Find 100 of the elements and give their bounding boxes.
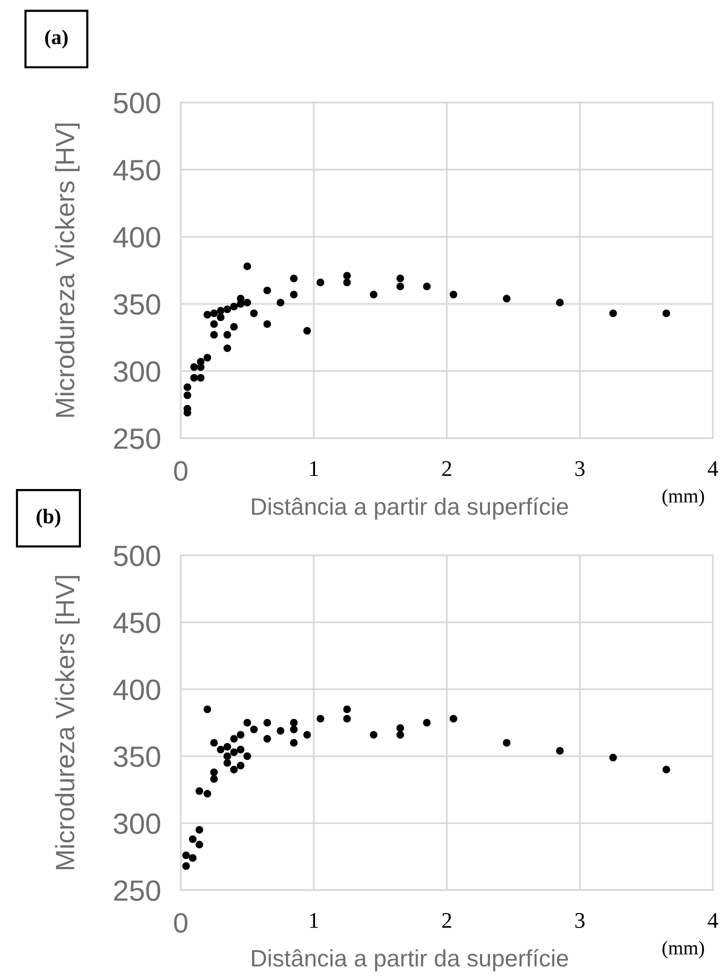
point <box>230 766 238 774</box>
point <box>210 775 218 783</box>
point <box>190 363 198 371</box>
point <box>196 826 204 834</box>
point <box>210 768 218 776</box>
point <box>204 790 212 798</box>
point <box>216 314 224 322</box>
point <box>204 706 212 714</box>
point <box>230 302 238 310</box>
y-tick-label: 300 <box>114 813 160 834</box>
point <box>224 743 232 751</box>
point <box>196 787 204 795</box>
x-tick-label: 0 <box>174 913 188 933</box>
point <box>184 383 192 391</box>
point <box>370 290 378 298</box>
point <box>276 298 284 306</box>
point <box>224 331 232 339</box>
point <box>423 718 431 727</box>
point <box>230 748 238 756</box>
y-tick-label: 400 <box>113 226 160 248</box>
point <box>276 726 284 735</box>
x-tick-label: 1 <box>310 913 318 928</box>
point <box>250 310 258 318</box>
point <box>216 306 224 314</box>
y-tick-label: 250 <box>114 428 160 450</box>
chart-title: (b) <box>36 508 60 528</box>
point <box>303 730 311 739</box>
y-tick-label: 350 <box>114 294 160 315</box>
point <box>224 305 232 314</box>
point <box>236 746 244 754</box>
point <box>236 762 244 770</box>
point <box>396 724 404 732</box>
point <box>556 747 564 755</box>
point <box>290 739 298 747</box>
point <box>210 310 218 318</box>
point <box>343 706 351 714</box>
point <box>502 294 510 302</box>
point <box>204 354 212 362</box>
point <box>396 274 404 282</box>
x-tick-label: 2 <box>442 913 452 928</box>
x-tick-label: 0 <box>174 461 188 481</box>
point <box>370 730 378 739</box>
point <box>182 851 190 860</box>
point <box>343 714 351 723</box>
point <box>263 734 272 743</box>
text: (mm) <box>662 940 704 958</box>
x-axis-title: Distância a partir da superfície <box>252 497 568 520</box>
point <box>243 298 252 306</box>
point <box>224 759 232 767</box>
point <box>184 391 192 400</box>
point <box>290 290 298 298</box>
point <box>396 282 404 290</box>
y-tick-label: 450 <box>113 612 160 634</box>
point <box>236 294 244 302</box>
point <box>263 718 272 727</box>
y-tick-label: 250 <box>114 880 160 901</box>
point <box>210 739 218 747</box>
point <box>236 730 244 739</box>
point <box>196 374 205 382</box>
point <box>188 854 197 862</box>
point <box>290 726 298 734</box>
y-axis-title: Microdureza Vickers [HV] <box>55 124 80 417</box>
point <box>290 718 298 727</box>
point <box>204 310 212 318</box>
point <box>450 714 458 723</box>
point <box>396 730 404 739</box>
point <box>423 282 431 290</box>
point <box>343 272 351 280</box>
x-tick-label: 4 <box>708 913 718 928</box>
point <box>243 718 252 727</box>
point <box>224 752 232 760</box>
point <box>609 310 617 318</box>
x-tick-label: 1 <box>310 461 318 476</box>
point <box>250 726 258 734</box>
point <box>243 752 252 760</box>
point <box>343 278 351 286</box>
point <box>243 262 252 270</box>
x-tick-label: 3 <box>575 461 585 476</box>
point <box>502 739 510 747</box>
y-tick-label: 300 <box>114 361 160 382</box>
point <box>263 286 272 294</box>
point <box>216 746 224 754</box>
point <box>290 274 298 282</box>
point <box>230 734 238 743</box>
point <box>230 322 238 331</box>
text: (mm) <box>662 488 704 507</box>
point <box>188 835 197 844</box>
point <box>224 344 232 352</box>
y-tick-label: 500 <box>114 92 160 114</box>
point <box>196 840 204 848</box>
y-tick-label: 500 <box>114 546 160 566</box>
y-axis-title: Microdureza Vickers [HV] <box>55 576 80 870</box>
point <box>190 374 198 382</box>
point <box>303 326 311 335</box>
y-tick-label: 450 <box>113 160 160 180</box>
point <box>316 714 324 723</box>
y-tick-label: 350 <box>114 746 160 768</box>
point <box>316 278 324 286</box>
point <box>662 310 670 318</box>
y-tick-label: 400 <box>113 679 160 700</box>
